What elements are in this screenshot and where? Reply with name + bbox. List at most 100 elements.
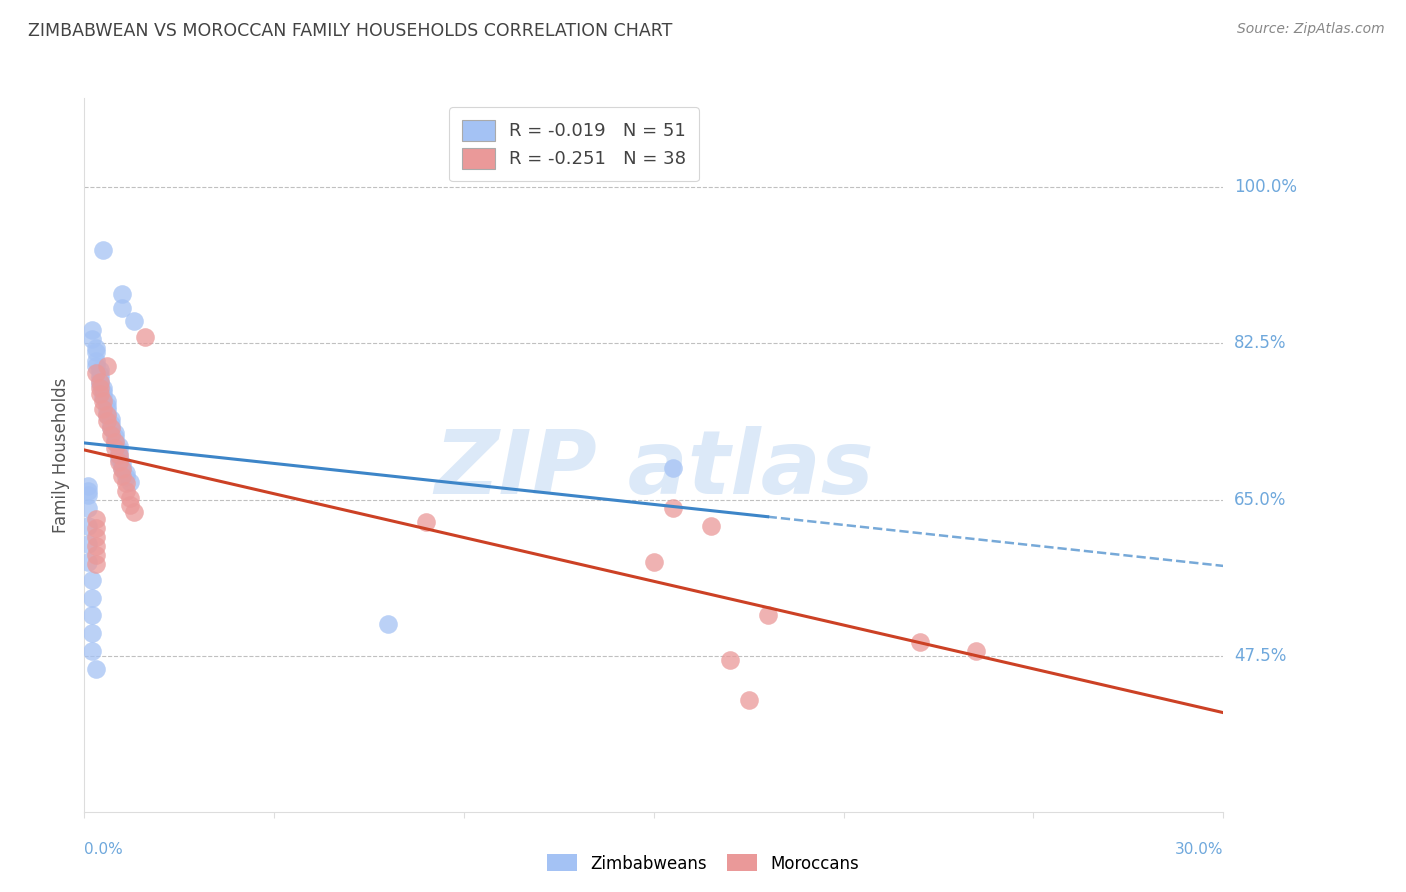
Point bbox=[96, 399, 118, 413]
Point bbox=[104, 430, 127, 444]
Point bbox=[77, 555, 100, 569]
Point bbox=[80, 644, 103, 658]
Point bbox=[96, 403, 118, 417]
Point bbox=[104, 434, 127, 449]
Point bbox=[93, 394, 115, 409]
Point bbox=[84, 662, 107, 676]
Legend: R = -0.019   N = 51, R = -0.251   N = 38: R = -0.019 N = 51, R = -0.251 N = 38 bbox=[450, 107, 699, 181]
Point bbox=[115, 470, 138, 484]
Point bbox=[84, 354, 107, 368]
Point bbox=[134, 330, 156, 344]
Point bbox=[104, 441, 127, 455]
Text: 47.5%: 47.5% bbox=[1234, 647, 1286, 665]
Point bbox=[80, 323, 103, 337]
Point bbox=[100, 428, 122, 442]
Point bbox=[84, 359, 107, 373]
Point bbox=[96, 408, 118, 422]
Text: 0.0%: 0.0% bbox=[84, 842, 124, 857]
Point bbox=[84, 557, 107, 571]
Point bbox=[415, 515, 437, 529]
Point bbox=[100, 421, 122, 435]
Point bbox=[93, 381, 115, 395]
Point bbox=[84, 512, 107, 526]
Point bbox=[100, 412, 122, 426]
Point bbox=[111, 287, 134, 301]
Point bbox=[89, 375, 111, 389]
Point bbox=[77, 537, 100, 551]
Point bbox=[908, 635, 931, 649]
Point bbox=[643, 555, 665, 569]
Point bbox=[77, 488, 100, 502]
Point bbox=[104, 425, 127, 440]
Point bbox=[93, 385, 115, 400]
Point bbox=[107, 439, 129, 453]
Point bbox=[96, 408, 118, 422]
Point bbox=[89, 363, 111, 377]
Point bbox=[122, 314, 145, 328]
Point bbox=[104, 434, 127, 449]
Point bbox=[377, 617, 399, 632]
Text: 30.0%: 30.0% bbox=[1175, 842, 1223, 857]
Point bbox=[115, 483, 138, 498]
Point bbox=[966, 644, 988, 658]
Point bbox=[77, 501, 100, 516]
Point bbox=[77, 483, 100, 498]
Point bbox=[93, 390, 115, 404]
Point bbox=[77, 519, 100, 533]
Point bbox=[77, 479, 100, 493]
Point bbox=[96, 414, 118, 428]
Point bbox=[93, 401, 115, 416]
Point bbox=[115, 476, 138, 491]
Point bbox=[118, 491, 141, 505]
Point bbox=[111, 462, 134, 476]
Point bbox=[89, 368, 111, 382]
Point bbox=[718, 653, 741, 667]
Point bbox=[111, 461, 134, 475]
Text: 82.5%: 82.5% bbox=[1234, 334, 1286, 352]
Point bbox=[84, 341, 107, 355]
Legend: Zimbabweans, Moroccans: Zimbabweans, Moroccans bbox=[540, 847, 866, 880]
Point bbox=[756, 608, 779, 623]
Point bbox=[107, 443, 129, 458]
Point bbox=[80, 573, 103, 587]
Point bbox=[662, 501, 685, 516]
Point bbox=[80, 626, 103, 640]
Point bbox=[93, 243, 115, 257]
Point bbox=[107, 448, 129, 462]
Point bbox=[118, 498, 141, 512]
Point bbox=[80, 591, 103, 605]
Point bbox=[118, 475, 141, 489]
Point bbox=[107, 448, 129, 462]
Point bbox=[111, 457, 134, 471]
Point bbox=[84, 521, 107, 535]
Point bbox=[80, 332, 103, 346]
Point bbox=[84, 530, 107, 544]
Point bbox=[100, 417, 122, 431]
Text: 65.0%: 65.0% bbox=[1234, 491, 1286, 508]
Point bbox=[84, 366, 107, 380]
Text: ZIMBABWEAN VS MOROCCAN FAMILY HOUSEHOLDS CORRELATION CHART: ZIMBABWEAN VS MOROCCAN FAMILY HOUSEHOLDS… bbox=[28, 22, 672, 40]
Point bbox=[96, 394, 118, 409]
Point bbox=[738, 693, 761, 707]
Point bbox=[115, 466, 138, 480]
Point bbox=[84, 539, 107, 553]
Point bbox=[111, 301, 134, 315]
Point bbox=[96, 359, 118, 373]
Point bbox=[89, 387, 111, 401]
Point bbox=[107, 452, 129, 467]
Point bbox=[84, 345, 107, 359]
Point bbox=[662, 461, 685, 475]
Point bbox=[89, 376, 111, 391]
Point bbox=[89, 372, 111, 386]
Point bbox=[700, 519, 723, 533]
Point bbox=[89, 381, 111, 395]
Y-axis label: Family Households: Family Households bbox=[52, 377, 70, 533]
Point bbox=[80, 608, 103, 623]
Text: Source: ZipAtlas.com: Source: ZipAtlas.com bbox=[1237, 22, 1385, 37]
Point bbox=[100, 421, 122, 435]
Text: 100.0%: 100.0% bbox=[1234, 178, 1298, 196]
Point bbox=[107, 455, 129, 469]
Point bbox=[84, 548, 107, 562]
Point bbox=[122, 505, 145, 519]
Point bbox=[111, 469, 134, 483]
